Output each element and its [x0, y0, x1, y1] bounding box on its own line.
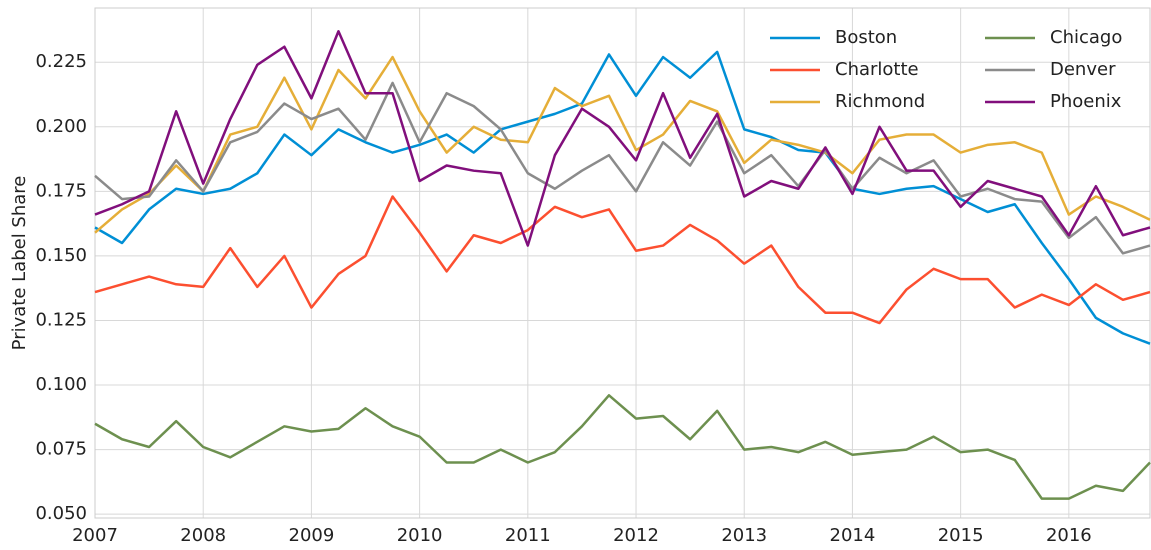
y-tick-label: 0.200: [35, 116, 87, 137]
legend-label: Charlotte: [835, 59, 919, 80]
legend-label: Richmond: [835, 91, 925, 112]
x-tick-label: 2011: [505, 525, 551, 546]
series-line: [94, 394, 1151, 500]
x-tick-label: 2008: [180, 525, 226, 546]
y-tick-label: 0.150: [35, 245, 87, 266]
x-tick-label: 2016: [1046, 525, 1092, 546]
x-tick-label: 2012: [613, 525, 659, 546]
legend-label: Phoenix: [1050, 91, 1122, 112]
x-tick-label: 2010: [397, 525, 443, 546]
x-tick-label: 2014: [830, 525, 876, 546]
legend-label: Chicago: [1050, 27, 1122, 48]
y-tick-label: 0.225: [35, 51, 87, 72]
series-line: [94, 55, 1151, 234]
y-tick-label: 0.125: [35, 309, 87, 330]
x-tick-label: 2007: [72, 525, 118, 546]
y-tick-label: 0.050: [35, 503, 87, 524]
series-line: [94, 195, 1151, 325]
x-tick-label: 2013: [721, 525, 767, 546]
y-tick-label: 0.100: [35, 374, 87, 395]
plot-frame: [94, 7, 1151, 519]
x-tick-label: 2015: [938, 525, 984, 546]
y-tick-label: 0.075: [35, 439, 87, 460]
series-line: [94, 29, 1151, 247]
y-tick-label: 0.175: [35, 180, 87, 201]
series-line: [94, 50, 1151, 345]
y-axis-label: Private Label Share: [9, 176, 30, 351]
legend-label: Denver: [1050, 59, 1116, 80]
x-tick-label: 2009: [289, 525, 335, 546]
legend-label: Boston: [835, 27, 897, 48]
series-line: [94, 81, 1151, 255]
